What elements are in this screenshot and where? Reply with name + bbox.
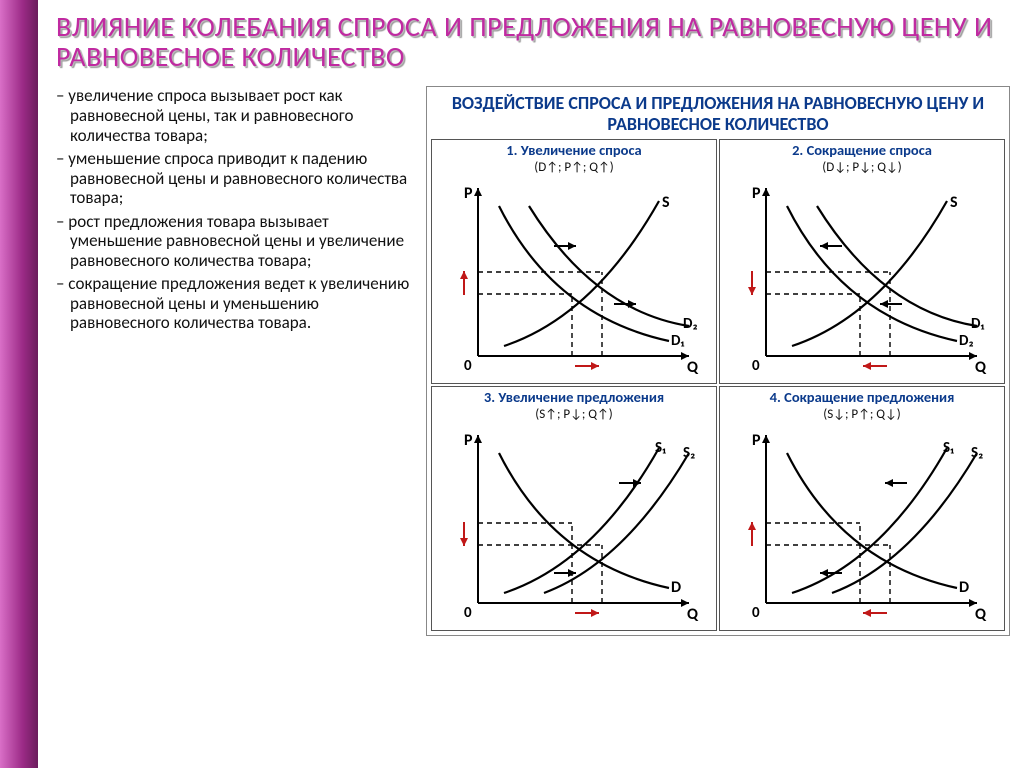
chart-panel-1: 1. Увеличение спроса (D↑; P↑; Q↑) P Q 0 S D₁… <box>431 139 717 384</box>
slide-body: – увеличение спроса вызывает рост как ра… <box>56 86 1010 635</box>
panel-sub: (S↓; P↑; Q↓) <box>722 407 1002 422</box>
svg-text:0: 0 <box>464 604 472 622</box>
bullet-item: – рост предложения товара вызывает умень… <box>56 212 416 271</box>
chart-svg-slot: P Q 0 D S₂ S₁ <box>722 423 1002 628</box>
svg-text:S₁: S₁ <box>943 439 954 457</box>
chart-panel-2: 2. Сокращение спроса (D↓; P↓; Q↓) P Q 0 S D₁… <box>719 139 1005 384</box>
svg-text:S₂: S₂ <box>683 444 695 462</box>
slide-title: Влияние колебания спроса и предложения н… <box>56 12 1010 72</box>
panel-sub: (S↑; P↓; Q↑) <box>434 407 714 422</box>
slide: Влияние колебания спроса и предложения н… <box>38 0 1024 768</box>
panel-sub: (D↑; P↑; Q↑) <box>434 160 714 175</box>
panel-head: 3. Увеличение предложения <box>434 390 714 406</box>
figure-box: ВОЗДЕЙСТВИЕ СПРОСА И ПРЕДЛОЖЕНИЯ НА РАВН… <box>426 86 1010 635</box>
panel-head: 1. Увеличение спроса <box>434 143 714 159</box>
svg-text:Q: Q <box>975 605 987 624</box>
svg-text:P: P <box>464 184 473 203</box>
bullet-list: – увеличение спроса вызывает рост как ра… <box>56 86 416 635</box>
svg-text:0: 0 <box>752 357 760 375</box>
chart-panel-4: 4. Сокращение предложения (S↓; P↑; Q↓) P… <box>719 386 1005 631</box>
chart-panels: 1. Увеличение спроса (D↑; P↑; Q↑) P Q 0 S D₁… <box>431 139 1005 631</box>
chart-svg-slot: P Q 0 D S₁ S₂ <box>434 423 714 628</box>
svg-text:0: 0 <box>464 357 472 375</box>
chart-svg-slot: P Q 0 S D₁D₂ <box>434 176 714 381</box>
svg-text:D₂: D₂ <box>683 315 698 333</box>
chart-svg-slot: P Q 0 S D₁D₂ <box>722 176 1002 381</box>
svg-text:P: P <box>464 431 473 450</box>
panel-head: 2. Сокращение спроса <box>722 143 1002 159</box>
svg-text:S₂: S₂ <box>971 444 983 462</box>
chart-panel-3: 3. Увеличение предложения (S↑; P↓; Q↑) P… <box>431 386 717 631</box>
svg-text:P: P <box>752 184 761 203</box>
bullet-item: – увеличение спроса вызывает рост как ра… <box>56 86 416 145</box>
accent-bar <box>0 0 38 768</box>
svg-text:D₁: D₁ <box>671 332 684 350</box>
svg-text:D₂: D₂ <box>959 332 974 350</box>
panel-sub: (D↓; P↓; Q↓) <box>722 160 1002 175</box>
panel-head: 4. Сокращение предложения <box>722 390 1002 406</box>
svg-text:S: S <box>950 193 958 212</box>
svg-text:Q: Q <box>687 605 699 624</box>
svg-text:S₁: S₁ <box>655 439 666 457</box>
svg-text:S: S <box>662 193 670 212</box>
bullet-item: – уменьшение спроса приводит к падению р… <box>56 149 416 208</box>
svg-text:P: P <box>752 431 761 450</box>
svg-text:0: 0 <box>752 604 760 622</box>
bullet-item: – сокращение предложения ведет к увеличе… <box>56 274 416 333</box>
svg-text:D: D <box>671 578 681 597</box>
svg-text:Q: Q <box>687 358 699 377</box>
svg-text:Q: Q <box>975 358 987 377</box>
figure-title: ВОЗДЕЙСТВИЕ СПРОСА И ПРЕДЛОЖЕНИЯ НА РАВН… <box>431 93 1005 134</box>
svg-text:D: D <box>959 578 969 597</box>
svg-text:D₁: D₁ <box>971 315 984 333</box>
